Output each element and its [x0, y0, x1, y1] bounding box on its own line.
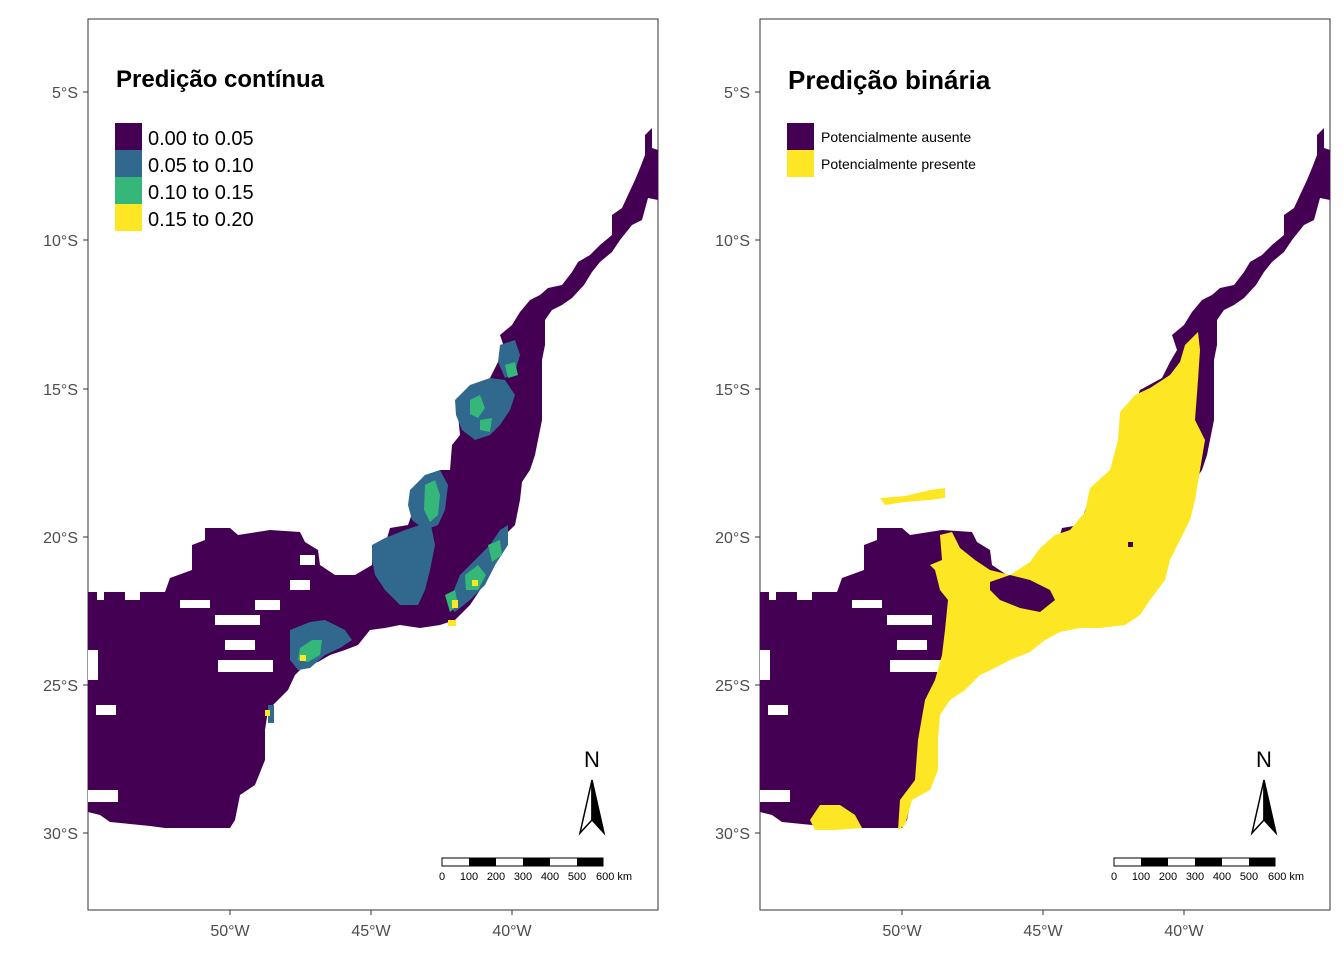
- y-tick-label: 15°S: [43, 382, 78, 399]
- scale-label: 500: [568, 871, 586, 883]
- legend-swatch: [115, 123, 142, 150]
- legend-swatch: [787, 150, 814, 177]
- y-tick-label: 20°S: [715, 530, 750, 547]
- scale-label: 200: [1159, 871, 1177, 883]
- x-axis-right: 50°W 45°W 40°W: [882, 910, 1205, 940]
- north-arrow: N: [578, 747, 606, 836]
- legend-title-continuous: Predição contínua: [116, 66, 325, 93]
- scale-label: 400: [541, 871, 559, 883]
- legend-item: 0.05 to 0.10: [115, 150, 254, 177]
- north-label: N: [1256, 747, 1272, 772]
- legend-swatch: [115, 204, 142, 231]
- x-tick-label: 40°W: [1164, 923, 1204, 940]
- legend-label: 0.10 to 0.15: [148, 182, 254, 204]
- scale-label: 300: [514, 871, 532, 883]
- map-gaps: [760, 600, 945, 802]
- legend-swatch: [115, 177, 142, 204]
- map-continuous: [88, 128, 658, 828]
- legend-item: 0.10 to 0.15: [115, 177, 254, 204]
- legend-title-binary: Predição binária: [788, 65, 991, 95]
- legend-swatch: [115, 150, 142, 177]
- legend-continuous: 0.00 to 0.05 0.05 to 0.10 0.10 to 0.15 0…: [115, 123, 254, 231]
- scale-label: 100: [1132, 871, 1150, 883]
- y-tick-label: 15°S: [715, 382, 750, 399]
- panel-binary: Predição binária Potencialmente ausente …: [715, 18, 1331, 940]
- legend-label: 0.15 to 0.20: [148, 209, 254, 231]
- map-gaps: [88, 505, 315, 802]
- y-tick-label: 5°S: [724, 85, 750, 102]
- legend-item: 0.00 to 0.05: [115, 123, 254, 150]
- y-tick-label: 25°S: [715, 678, 750, 695]
- scale-label: 600 km: [1268, 871, 1304, 883]
- legend-item: Potencialmente ausente: [787, 123, 971, 150]
- panel-continuous: Predição contínua 0.00 to 0.05 0.05 to 0…: [43, 18, 659, 940]
- legend-item: 0.15 to 0.20: [115, 204, 254, 231]
- legend-swatch: [787, 123, 814, 150]
- absent-patch: [990, 575, 1055, 612]
- y-tick-label: 30°S: [715, 826, 750, 843]
- land-region: [760, 128, 1330, 828]
- legend-binary: Potencialmente ausente Potencialmente pr…: [787, 123, 976, 177]
- legend-label: 0.05 to 0.10: [148, 155, 254, 177]
- scale-label: 300: [1186, 871, 1204, 883]
- scale-label: 200: [487, 871, 505, 883]
- y-tick-label: 30°S: [43, 826, 78, 843]
- map-binary: [760, 128, 1330, 830]
- legend-label: Potencialmente ausente: [821, 129, 971, 145]
- scale-label: 0: [439, 871, 445, 883]
- y-tick-label: 20°S: [43, 530, 78, 547]
- scale-label: 100: [460, 871, 478, 883]
- scale-label: 400: [1213, 871, 1231, 883]
- legend-label: Potencialmente presente: [821, 156, 976, 172]
- y-axis-left: 5°S 10°S 15°S 20°S 25°S 30°S: [43, 85, 88, 843]
- scale-bar: 0 100 200 300 400 500 600 km: [1111, 857, 1304, 883]
- x-tick-label: 50°W: [882, 923, 922, 940]
- north-label: N: [584, 747, 600, 772]
- scale-label: 600 km: [596, 871, 632, 883]
- north-arrow: N: [1250, 747, 1278, 836]
- x-axis-left: 50°W 45°W 40°W: [210, 910, 533, 940]
- scale-label: 0: [1111, 871, 1117, 883]
- x-tick-label: 40°W: [492, 923, 532, 940]
- legend-item: Potencialmente presente: [787, 150, 976, 177]
- class-yellow-regions: [265, 580, 478, 716]
- scale-bar: 0 100 200 300 400 500 600 km: [439, 857, 632, 883]
- y-tick-label: 25°S: [43, 678, 78, 695]
- scale-label: 500: [1240, 871, 1258, 883]
- y-tick-label: 10°S: [43, 233, 78, 250]
- x-tick-label: 50°W: [210, 923, 250, 940]
- x-tick-label: 45°W: [351, 923, 391, 940]
- x-tick-label: 45°W: [1023, 923, 1063, 940]
- y-tick-label: 10°S: [715, 233, 750, 250]
- land-region: [88, 128, 658, 828]
- y-tick-label: 5°S: [52, 85, 78, 102]
- legend-label: 0.00 to 0.05: [148, 128, 254, 150]
- y-axis-right: 5°S 10°S 15°S 20°S 25°S 30°S: [715, 85, 760, 843]
